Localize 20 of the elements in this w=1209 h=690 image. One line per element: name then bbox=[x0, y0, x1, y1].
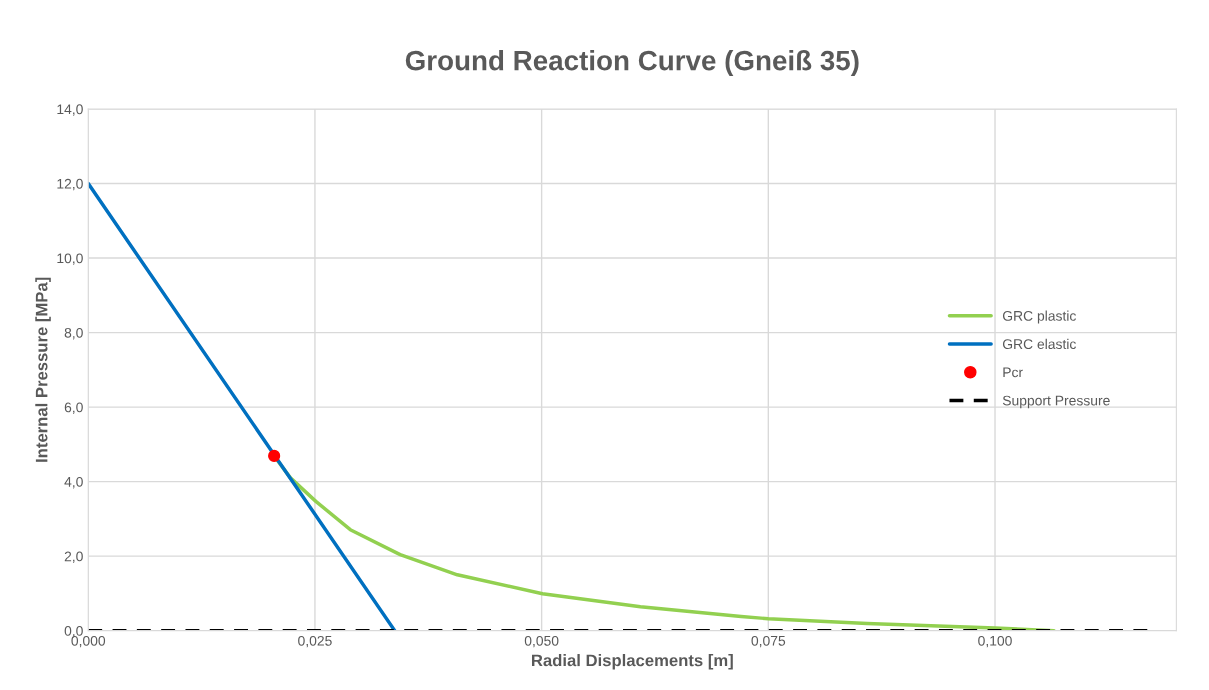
y-tick-label: 12,0 bbox=[57, 178, 83, 191]
legend-label: GRC elastic bbox=[1002, 338, 1076, 350]
x-tick-label: 0,075 bbox=[751, 635, 786, 648]
x-tick-label: 0,025 bbox=[298, 635, 332, 648]
y-tick-label: 10,0 bbox=[57, 253, 83, 265]
y-tick-label: 2,0 bbox=[64, 551, 83, 563]
y-tick-label: 6,0 bbox=[64, 402, 83, 414]
legend-label: GRC plastic bbox=[1002, 310, 1076, 324]
y-axis-title: Internal Pressure [MPa] bbox=[35, 277, 51, 462]
y-tick-label: 14,0 bbox=[57, 104, 83, 116]
legend-label: Pcr bbox=[1003, 367, 1023, 378]
x-axis-title: Radial Displacements [m] bbox=[532, 654, 733, 670]
chart-title: Ground Reaction Curve (Gneiß 35) bbox=[405, 50, 859, 76]
legend-label: Support Pressure bbox=[1002, 395, 1110, 409]
x-tick-label: 0,000 bbox=[71, 635, 106, 648]
x-tick-label: 0,100 bbox=[978, 635, 1012, 648]
x-tick-label: 0,050 bbox=[524, 635, 559, 648]
y-tick-label: 8,0 bbox=[64, 327, 83, 340]
y-tick-label: 0,0 bbox=[64, 625, 83, 638]
y-tick-label: 4,0 bbox=[64, 476, 83, 489]
